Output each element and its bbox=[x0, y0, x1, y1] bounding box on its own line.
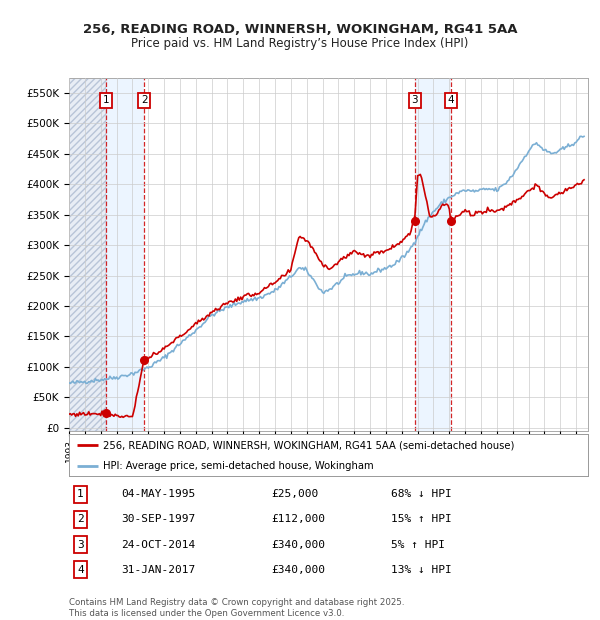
Text: 24-OCT-2014: 24-OCT-2014 bbox=[121, 539, 195, 549]
Text: 04-MAY-1995: 04-MAY-1995 bbox=[121, 489, 195, 499]
Text: Price paid vs. HM Land Registry’s House Price Index (HPI): Price paid vs. HM Land Registry’s House … bbox=[131, 37, 469, 50]
Text: HPI: Average price, semi-detached house, Wokingham: HPI: Average price, semi-detached house,… bbox=[103, 461, 373, 471]
Text: £340,000: £340,000 bbox=[271, 565, 325, 575]
Text: 2: 2 bbox=[141, 95, 148, 105]
Text: This data is licensed under the Open Government Licence v3.0.: This data is licensed under the Open Gov… bbox=[69, 609, 344, 618]
Text: 13% ↓ HPI: 13% ↓ HPI bbox=[391, 565, 452, 575]
Text: 1: 1 bbox=[77, 489, 84, 499]
Text: 5% ↑ HPI: 5% ↑ HPI bbox=[391, 539, 445, 549]
Text: 256, READING ROAD, WINNERSH, WOKINGHAM, RG41 5AA (semi-detached house): 256, READING ROAD, WINNERSH, WOKINGHAM, … bbox=[103, 440, 514, 450]
Text: £112,000: £112,000 bbox=[271, 515, 325, 525]
Bar bbox=[106, 78, 144, 431]
Text: 15% ↑ HPI: 15% ↑ HPI bbox=[391, 515, 452, 525]
Text: 3: 3 bbox=[77, 539, 84, 549]
Text: 2: 2 bbox=[77, 515, 84, 525]
Text: Contains HM Land Registry data © Crown copyright and database right 2025.: Contains HM Land Registry data © Crown c… bbox=[69, 598, 404, 607]
Text: 4: 4 bbox=[447, 95, 454, 105]
Bar bbox=[69, 78, 106, 431]
Text: 1: 1 bbox=[103, 95, 109, 105]
Text: 256, READING ROAD, WINNERSH, WOKINGHAM, RG41 5AA: 256, READING ROAD, WINNERSH, WOKINGHAM, … bbox=[83, 23, 517, 35]
Text: 4: 4 bbox=[77, 565, 84, 575]
Text: £340,000: £340,000 bbox=[271, 539, 325, 549]
Text: 3: 3 bbox=[412, 95, 418, 105]
Text: 68% ↓ HPI: 68% ↓ HPI bbox=[391, 489, 452, 499]
Bar bbox=[69, 78, 106, 431]
Bar bbox=[415, 78, 451, 431]
Text: £25,000: £25,000 bbox=[271, 489, 319, 499]
Text: 31-JAN-2017: 31-JAN-2017 bbox=[121, 565, 195, 575]
Text: 30-SEP-1997: 30-SEP-1997 bbox=[121, 515, 195, 525]
